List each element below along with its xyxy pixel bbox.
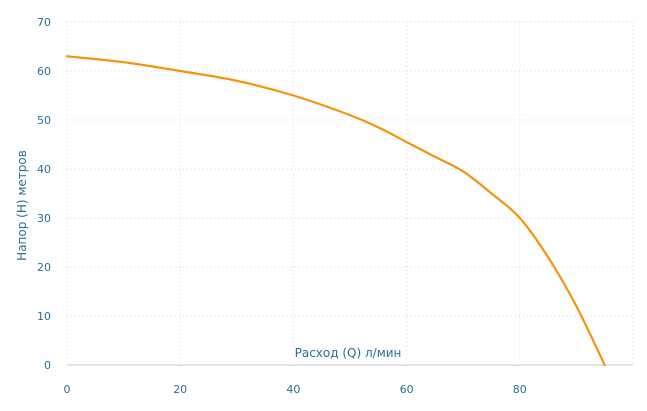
y-axis-title: Напор (H) метров bbox=[15, 150, 29, 261]
x-tick-label: 40 bbox=[286, 383, 300, 396]
y-tick-label: 10 bbox=[37, 310, 51, 323]
series-line-0 bbox=[65, 55, 606, 367]
x-tick-label: 0 bbox=[64, 383, 71, 396]
y-tick-label: 60 bbox=[37, 65, 51, 78]
series-layer bbox=[65, 55, 606, 367]
y-tick-label: 50 bbox=[37, 114, 51, 127]
x-tick-label: 80 bbox=[513, 383, 527, 396]
labels: 0 10 20 30 40 50 60 70 0 20 40 60 80 Расход (Q) л/мин… bbox=[15, 16, 527, 396]
x-tick-label: 20 bbox=[173, 383, 187, 396]
grid bbox=[66, 21, 634, 365]
x-axis-title: Расход (Q) л/мин bbox=[295, 346, 402, 360]
y-tick-label: 30 bbox=[37, 212, 51, 225]
y-tick-label: 70 bbox=[37, 16, 51, 29]
y-tick-label: 0 bbox=[44, 359, 51, 372]
x-tick-label: 60 bbox=[400, 383, 414, 396]
y-tick-label: 40 bbox=[37, 163, 51, 176]
y-tick-label: 20 bbox=[37, 261, 51, 274]
